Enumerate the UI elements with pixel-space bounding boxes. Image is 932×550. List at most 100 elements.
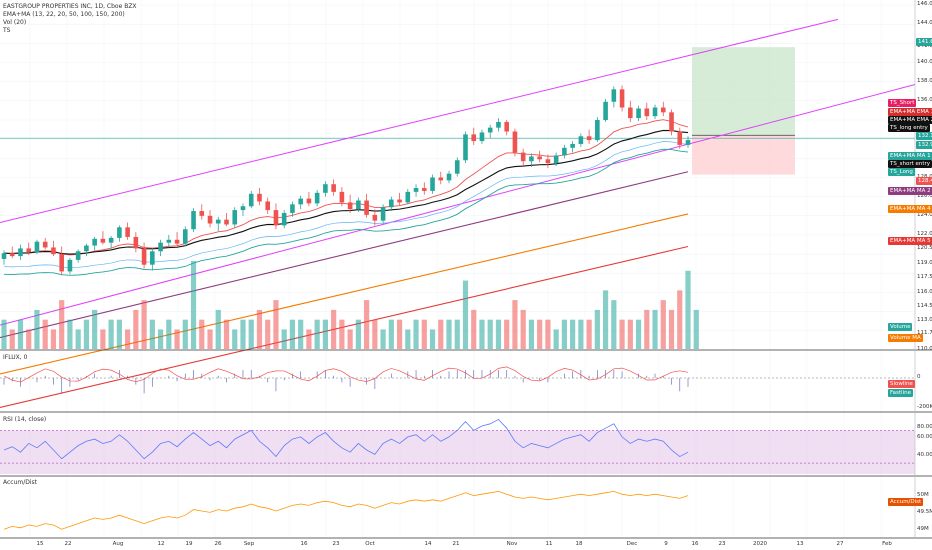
volume-bar (125, 329, 131, 349)
candle-body (281, 212, 287, 226)
price-tick: 140.00 (917, 58, 932, 65)
candle-body (265, 201, 271, 211)
rsi-tick: 80.00 (917, 424, 932, 430)
candle-body (454, 160, 460, 174)
indicator-tag: 132.16 (916, 132, 932, 140)
candle-body (603, 101, 608, 120)
candle-body (290, 204, 295, 213)
candle-body (314, 192, 320, 204)
candle-body (372, 214, 378, 221)
candle-body (34, 241, 40, 253)
date-tick: 26 (214, 541, 222, 547)
rsi-band (0, 430, 915, 474)
volume-bar (396, 319, 403, 349)
accum-tick: 50M (917, 492, 929, 498)
price-tick: 120.50 (917, 245, 932, 252)
candle-body (125, 227, 130, 237)
volume-bar (215, 309, 221, 349)
price-tick: 146.00 (917, 1, 932, 7)
candle-body (42, 241, 48, 248)
date-tick: Feb (882, 541, 892, 547)
rsi-panel-title[interactable]: RSI (14, close) (3, 416, 47, 423)
indicator-tag: 128.43 (916, 177, 932, 185)
volume-bar (668, 309, 675, 349)
candle-body (512, 131, 518, 153)
volume-bar (248, 319, 254, 349)
volume-bar (347, 329, 353, 349)
indicator-tag: Volume MA (888, 334, 923, 342)
flow-panel-title[interactable]: IFLUX, 0 (3, 354, 28, 361)
indicator-tag: Fastline (888, 389, 913, 397)
volume-bar (355, 319, 361, 349)
candle-body (108, 237, 114, 243)
date-tick: 16 (691, 541, 699, 547)
price-channel[interactable] (0, 18, 916, 326)
indicator-tag: EMA+MA MA 1 (888, 152, 932, 160)
volume-bar (26, 329, 32, 349)
indicator-tag: TS_long entry (888, 124, 930, 132)
volume-bar (34, 309, 40, 349)
volume-bar (594, 309, 600, 349)
candle-body (652, 107, 658, 117)
volume-bar (281, 329, 287, 349)
target-zone (692, 47, 795, 136)
candle-body (166, 239, 172, 243)
candle-body (660, 107, 666, 113)
trade-position-box[interactable] (0, 47, 915, 175)
volume-bar (512, 300, 518, 349)
candle-body (306, 198, 312, 204)
volume-bar (561, 319, 567, 349)
volume-bar (182, 319, 188, 349)
rsi-tick: 40.00 (917, 452, 932, 458)
ema-legend[interactable]: EMA+MA (13, 22, 20, 50, 100, 150, 200) (3, 11, 125, 18)
candle-body (463, 134, 468, 161)
accum-tick: 49M (917, 526, 929, 532)
candle-body (67, 259, 73, 272)
date-tick: Nov (506, 541, 518, 547)
volume-bar (479, 319, 485, 349)
candle-body (421, 188, 427, 191)
candle-body (438, 177, 444, 181)
volume-legend[interactable]: Vol (20) (3, 19, 27, 26)
candle-body (553, 155, 559, 164)
volume-bar (487, 319, 493, 349)
price-tick: 113.00 (917, 317, 932, 324)
candle-body (26, 248, 32, 253)
accum-panel-title[interactable]: Accum/Dist (3, 479, 38, 486)
date-tick: 27 (836, 541, 844, 547)
volume-bar (454, 319, 460, 349)
candle-body (191, 211, 196, 230)
indicator-tag: EMA+MA MA 2 (888, 187, 932, 195)
candle-body (611, 89, 617, 102)
price-tick: 122.00 (917, 231, 932, 237)
candle-body (545, 159, 551, 164)
candle-body (586, 136, 592, 141)
volume-bar (495, 319, 502, 349)
ma-150-line (0, 213, 689, 375)
volume-bar (298, 319, 304, 349)
candle-body (257, 193, 262, 202)
volume-bar (635, 319, 642, 349)
volume-bar (331, 309, 337, 349)
volume-bar (17, 319, 24, 349)
date-tick: 23 (718, 541, 726, 547)
volume-bar (380, 329, 386, 349)
indicator-tag: 132.92 (916, 141, 932, 149)
volume-bar (116, 319, 122, 349)
volume-bar (520, 309, 526, 349)
volume-bar (256, 309, 263, 349)
candle-body (446, 173, 452, 181)
candle-body (18, 248, 23, 257)
date-tick: 13 (796, 541, 804, 547)
volume-bar (1, 319, 7, 349)
candle-body (685, 140, 691, 145)
price-tick: 126.00 (917, 192, 932, 199)
volume-bar (157, 329, 164, 349)
rsi-line (3, 418, 689, 460)
candle-body (117, 227, 122, 238)
symbol-legend[interactable]: EASTGROUP PROPERTIES INC, 1D, Cboe BZX (3, 3, 137, 10)
ts-legend[interactable]: TS (3, 27, 11, 34)
indicator-tag: EMA+MA EMA 2 (888, 116, 932, 124)
candle-body (199, 211, 205, 216)
